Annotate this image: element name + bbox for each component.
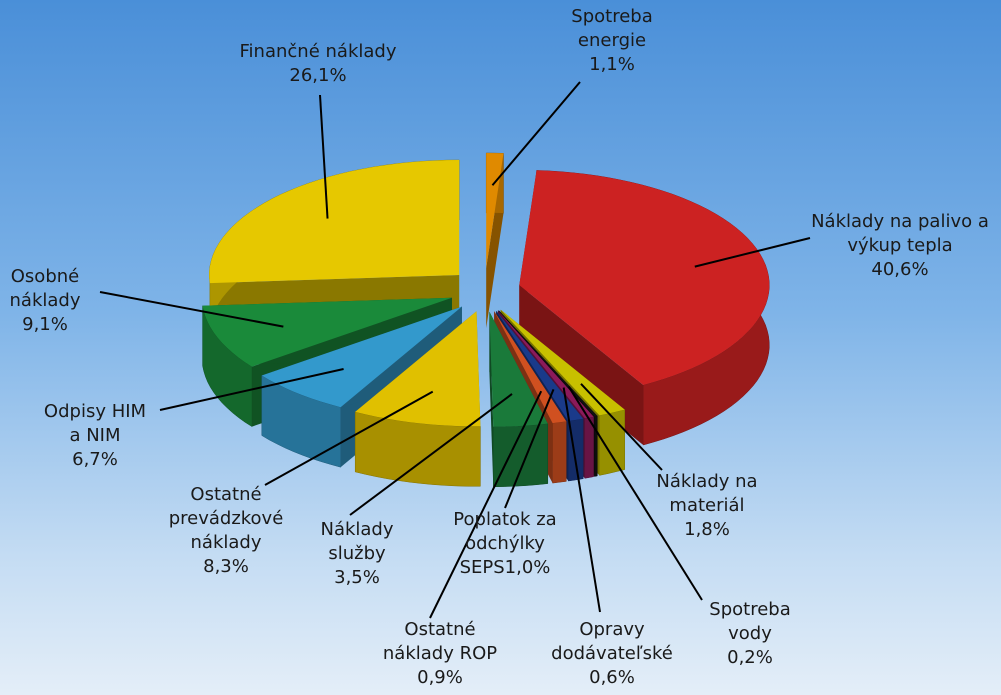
slice-label: Náklady na palivo a výkup tepla 40,6% (800, 210, 1000, 282)
leader-line (99, 291, 284, 328)
leader-line (580, 383, 663, 471)
slice (209, 160, 460, 284)
slice-label: Poplatok za odchýlky SEPS1,0% (440, 508, 570, 580)
slice-wall (552, 421, 567, 484)
slice (489, 311, 548, 427)
leader-line (504, 388, 555, 509)
leader-line (562, 387, 601, 613)
slice-label: Osobné náklady 9,1% (0, 265, 90, 337)
slice (202, 297, 452, 367)
slice (494, 311, 567, 424)
value-label: 0,2% (727, 647, 773, 668)
category-name: Náklady služby (320, 519, 394, 564)
slice (497, 310, 594, 419)
category-name: Opravy dodávateľské (551, 619, 673, 664)
slice (496, 310, 584, 421)
slice (500, 309, 625, 416)
leader-line (567, 386, 703, 601)
slice-side (489, 311, 494, 487)
slice-wall (594, 415, 598, 477)
slice-label: Spotreba vody 0,2% (695, 598, 805, 670)
slice-label: Ostatné prevádzkové náklady 8,3% (161, 483, 291, 579)
slice-label: Opravy dodávateľské 0,6% (537, 618, 687, 690)
leader-line (429, 390, 543, 619)
value-label: 26,1% (289, 65, 347, 86)
category-name: Finančné náklady (239, 41, 397, 62)
category-name: Spotreba energie (571, 6, 653, 51)
category-name: Spotreba vody (709, 599, 791, 644)
category-name: Ostatné náklady ROP (382, 619, 498, 664)
leader-line (694, 237, 811, 268)
slice-label: Náklady na materiál 1,8% (642, 470, 772, 542)
leader-line (349, 393, 513, 516)
value-label: 3,5% (334, 567, 380, 588)
slice-label: Odpisy HIM a NIM 6,7% (40, 400, 150, 472)
value-label: 1,1% (589, 54, 635, 75)
value-label: 40,6% (871, 259, 929, 280)
slice (486, 153, 504, 268)
category-name: Odpisy HIM a NIM (43, 401, 147, 446)
category-name: Ostatné prevádzkové náklady (168, 484, 284, 553)
slice-label: Spotreba energie 1,1% (557, 5, 667, 77)
slice (498, 310, 598, 417)
value-label: 9,1% (22, 314, 68, 335)
value-label: 8,3% (203, 556, 249, 577)
leader-line (491, 81, 581, 186)
category-name: Osobné náklady (9, 266, 81, 311)
value-label: 1,8% (684, 519, 730, 540)
category-name: Náklady na palivo a výkup tepla (811, 211, 989, 256)
leader-line (159, 368, 344, 411)
slice-label: Ostatné náklady ROP 0,9% (370, 618, 510, 690)
leader-line (264, 390, 434, 486)
slice (355, 311, 481, 427)
slice-label: Náklady služby 3,5% (307, 518, 407, 590)
value-label: 0,9% (417, 667, 463, 688)
value-label: 1,0% (504, 557, 551, 578)
slice (519, 170, 770, 385)
leader-line (319, 94, 329, 219)
slice-label: Finančné náklady 26,1% (218, 40, 418, 88)
slice-wall (261, 375, 341, 468)
slice (261, 306, 462, 408)
category-name: Náklady na materiál (656, 471, 758, 516)
category-name: Poplatok za odchýlky SEPS (453, 509, 557, 578)
value-label: 6,7% (72, 449, 118, 470)
value-label: 0,6% (589, 667, 635, 688)
